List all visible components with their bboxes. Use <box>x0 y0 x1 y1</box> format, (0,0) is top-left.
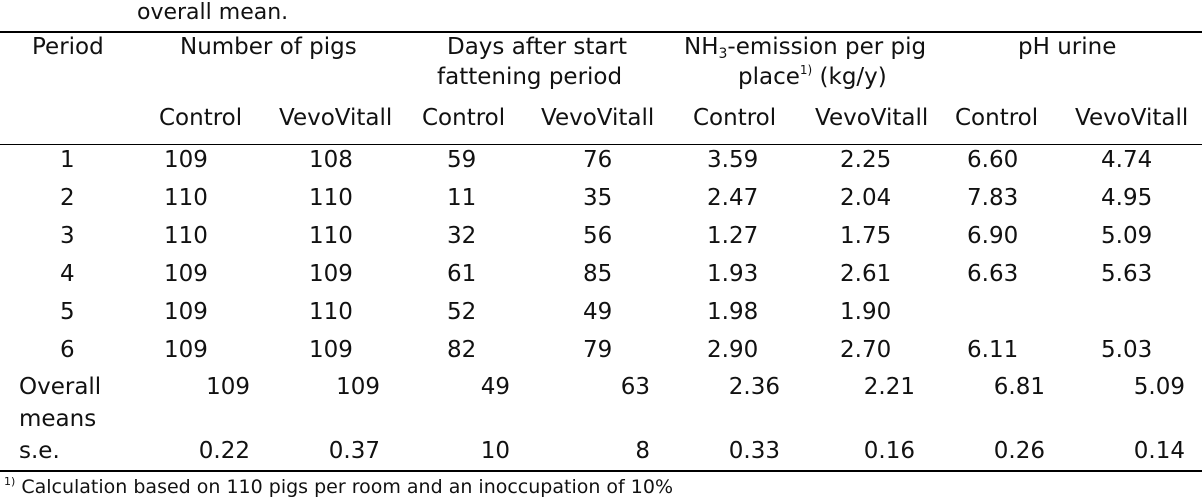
subheader-ph-control: Control <box>955 105 1039 131</box>
overall-ph-vevovitall: 5.09 <box>1133 374 1185 400</box>
footnote-mark: 1) <box>4 475 16 488</box>
cell-pigs-vevovitall: 109 <box>309 261 353 287</box>
cell-ph-control: 6.90 <box>967 223 1019 249</box>
cell-days-vevovitall: 79 <box>583 337 613 363</box>
overall-pigs-vevovitall: 109 <box>336 374 380 400</box>
cell-ph-control: 6.60 <box>967 147 1019 173</box>
cell-nh3-control: 1.27 <box>707 223 759 249</box>
cell-days-vevovitall: 56 <box>583 223 613 249</box>
overall-ph-control: 6.81 <box>993 374 1045 400</box>
cell-pigs-vevovitall: 110 <box>309 185 353 211</box>
se-ph-vevovitall: 0.14 <box>1133 438 1185 464</box>
table-bottom-rule <box>0 470 1202 472</box>
cell-period: 6 <box>60 337 75 363</box>
cell-nh3-vevovitall: 1.90 <box>840 299 892 325</box>
nh3-footnote-mark: 1) <box>799 63 813 77</box>
cell-nh3-vevovitall: 2.70 <box>840 337 892 363</box>
cell-days-control: 52 <box>447 299 477 325</box>
header-period: Period <box>32 34 104 60</box>
subheader-pigs-vevovitall: VevoVitall <box>279 105 393 131</box>
cell-ph-vevovitall: 5.09 <box>1101 223 1153 249</box>
cell-days-control: 11 <box>447 185 477 211</box>
cell-pigs-control: 109 <box>164 261 208 287</box>
cell-ph-control: 6.63 <box>967 261 1019 287</box>
cell-nh3-vevovitall: 2.04 <box>840 185 892 211</box>
cell-pigs-control: 110 <box>164 223 208 249</box>
cell-period: 2 <box>60 185 75 211</box>
cell-nh3-vevovitall: 2.61 <box>840 261 892 287</box>
nh3-line2-prefix: place <box>738 64 800 90</box>
overall-days-vevovitall: 63 <box>620 374 650 400</box>
footnote-text: Calculation based on 110 pigs per room a… <box>15 476 674 498</box>
nh3-line2-suffix: (kg/y) <box>812 64 887 90</box>
cell-days-control: 32 <box>447 223 477 249</box>
cell-pigs-vevovitall: 110 <box>309 223 353 249</box>
overall-label-line2: means <box>19 406 97 432</box>
cell-ph-vevovitall: 4.74 <box>1101 147 1153 173</box>
cell-ph-vevovitall: 5.03 <box>1101 337 1153 363</box>
cell-ph-vevovitall: 4.95 <box>1101 185 1153 211</box>
se-pigs-control: 0.22 <box>198 438 250 464</box>
header-days-line2: fattening period <box>437 64 623 90</box>
cell-pigs-control: 109 <box>164 299 208 325</box>
header-nh3-line2: place1) (kg/y) <box>738 62 887 92</box>
subheader-pigs-control: Control <box>159 105 243 131</box>
cell-pigs-control: 109 <box>164 147 208 173</box>
cell-period: 4 <box>60 261 75 287</box>
cell-period: 5 <box>60 299 75 325</box>
overall-pigs-control: 109 <box>206 374 250 400</box>
cell-nh3-control: 3.59 <box>707 147 759 173</box>
cell-days-control: 82 <box>447 337 477 363</box>
se-days-vevovitall: 8 <box>635 438 650 464</box>
nh3-prefix: NH <box>684 34 719 60</box>
subheader-nh3-control: Control <box>693 105 777 131</box>
header-nh3-line1: NH3-emission per pig <box>684 32 926 62</box>
cell-nh3-vevovitall: 1.75 <box>840 223 892 249</box>
cell-pigs-control: 109 <box>164 337 208 363</box>
cell-period: 3 <box>60 223 75 249</box>
footnote: 1) Calculation based on 110 pigs per roo… <box>4 476 673 498</box>
cell-pigs-vevovitall: 108 <box>309 147 353 173</box>
overall-nh3-control: 2.36 <box>728 374 780 400</box>
header-ph-urine: pH urine <box>1018 34 1117 60</box>
caption-tail: overall mean. <box>137 0 289 25</box>
subheader-ph-vevovitall: VevoVitall <box>1075 105 1189 131</box>
cell-days-vevovitall: 35 <box>583 185 613 211</box>
nh3-subscript: 3 <box>718 46 728 62</box>
cell-ph-control: 7.83 <box>967 185 1019 211</box>
cell-days-control: 59 <box>447 147 477 173</box>
overall-label-line1: Overall <box>19 374 102 400</box>
cell-nh3-control: 1.98 <box>707 299 759 325</box>
subheader-days-vevovitall: VevoVitall <box>541 105 655 131</box>
overall-days-control: 49 <box>480 374 510 400</box>
cell-ph-control: 6.11 <box>967 337 1019 363</box>
cell-nh3-control: 2.90 <box>707 337 759 363</box>
nh3-suffix: -emission per pig <box>727 34 927 60</box>
subheader-nh3-vevovitall: VevoVitall <box>815 105 929 131</box>
table-top-rule <box>0 31 1202 33</box>
cell-days-vevovitall: 85 <box>583 261 613 287</box>
overall-nh3-vevovitall: 2.21 <box>863 374 915 400</box>
subheader-days-control: Control <box>422 105 506 131</box>
se-nh3-vevovitall: 0.16 <box>863 438 915 464</box>
header-days-line1: Days after start <box>447 34 628 60</box>
table-header-rule <box>0 144 1202 145</box>
cell-pigs-vevovitall: 109 <box>309 337 353 363</box>
cell-ph-vevovitall: 5.63 <box>1101 261 1153 287</box>
cell-nh3-control: 1.93 <box>707 261 759 287</box>
se-label: s.e. <box>19 438 60 464</box>
se-pigs-vevovitall: 0.37 <box>328 438 380 464</box>
cell-pigs-control: 110 <box>164 185 208 211</box>
cell-days-control: 61 <box>447 261 477 287</box>
cell-days-vevovitall: 49 <box>583 299 613 325</box>
cell-days-vevovitall: 76 <box>583 147 613 173</box>
se-ph-control: 0.26 <box>993 438 1045 464</box>
header-number-of-pigs: Number of pigs <box>180 34 357 60</box>
se-nh3-control: 0.33 <box>728 438 780 464</box>
cell-nh3-vevovitall: 2.25 <box>840 147 892 173</box>
se-days-control: 10 <box>480 438 510 464</box>
cell-period: 1 <box>60 147 75 173</box>
cell-nh3-control: 2.47 <box>707 185 759 211</box>
cell-pigs-vevovitall: 110 <box>309 299 353 325</box>
